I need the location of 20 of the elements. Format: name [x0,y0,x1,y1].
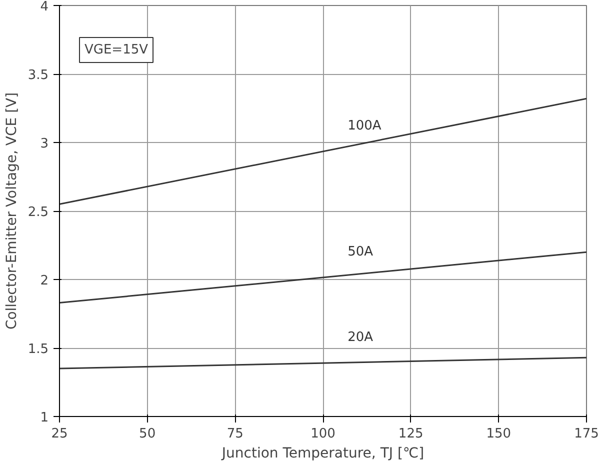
x-tick-label: 25 [51,426,68,442]
annotation: VGE=15V [84,42,148,58]
y-axis-title: Collector-Emitter Voltage, VCE [V] [4,92,20,330]
series-label: 50A [348,244,374,260]
series-label: 100A [348,118,382,134]
y-tick-label: 2.5 [28,205,49,220]
x-tick-label: 100 [310,426,336,442]
y-tick-label: 1.5 [28,342,49,357]
y-tick-label: 3.5 [28,68,49,83]
x-tick-label: 125 [398,426,424,442]
series-label: 20A [348,330,374,346]
y-tick-label: 3 [40,136,49,152]
x-axis-title: Junction Temperature, TJ [℃] [220,446,424,462]
x-tick-label: 50 [139,426,156,442]
y-tick-label: 2 [40,274,49,288]
x-tick-label: 150 [486,426,512,442]
y-tick-label: 4 [40,0,49,14]
x-tick-label: 75 [226,426,244,442]
x-tick-label: 175 [574,426,599,442]
y-tick-label: 1 [40,410,49,426]
